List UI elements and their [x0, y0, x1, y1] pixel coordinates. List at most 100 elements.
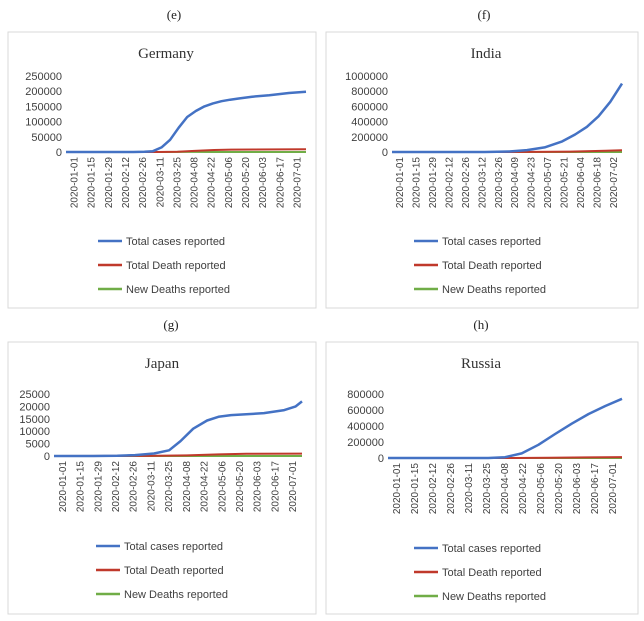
y-tick-label: 10000: [19, 426, 50, 438]
x-tick-label: 2020-05-07: [543, 157, 554, 209]
legend-label: Total cases reported: [124, 541, 223, 553]
x-tick-label: 2020-04-22: [207, 157, 218, 209]
x-tick-label: 2020-06-03: [253, 461, 264, 513]
y-tick-label: 1000000: [345, 71, 388, 83]
x-tick-label: 2020-01-29: [93, 461, 104, 513]
x-tick-label: 2020-06-17: [590, 463, 601, 515]
legend: Total cases reported Total Death reported…: [414, 543, 546, 603]
x-tick-label: 2020-02-26: [129, 461, 140, 513]
x-tick-label: 2020-01-01: [70, 157, 81, 209]
x-tick-label: 2020-02-26: [461, 157, 472, 209]
x-tick-label: 2020-01-29: [104, 157, 115, 209]
y-tick-label: 150000: [25, 101, 62, 113]
y-tick-label: 0: [382, 147, 388, 159]
x-tick-label: 2020-03-11: [146, 461, 157, 512]
chart-panel-germany: (e) Germany 0 50000 100000 150000 200000 250000…: [7, 7, 317, 309]
x-tick-label: 2020-01-15: [410, 463, 421, 515]
x-tick-label: 2020-01-15: [412, 157, 423, 209]
panel-label: (g): [163, 317, 178, 332]
x-tick-label: 2020-03-25: [172, 157, 183, 209]
x-tick-label: 2020-02-26: [446, 463, 457, 515]
y-tick-label: 400000: [347, 421, 384, 433]
x-tick-label: 2020-03-26: [494, 157, 505, 209]
x-tick-label: 2020-02-12: [111, 461, 122, 513]
x-tick-label: 2020-05-20: [241, 157, 252, 209]
legend-label: Total cases reported: [442, 543, 541, 555]
y-tick-label: 200000: [25, 86, 62, 98]
x-tick-label: 2020-07-01: [292, 157, 303, 209]
chart-title: Russia: [461, 356, 501, 372]
x-tick-label: 2020-06-17: [270, 461, 281, 513]
y-tick-label: 200000: [347, 437, 384, 449]
x-tick-label: 2020-06-04: [576, 157, 587, 209]
series-line-total-cases: [54, 400, 303, 458]
x-tick-label: 2020-07-01: [288, 461, 299, 513]
x-tick-label: 2020-04-23: [527, 157, 538, 209]
y-tick-label: 400000: [351, 117, 388, 129]
chart-title: Germany: [138, 46, 194, 62]
panel-frame: [325, 341, 639, 615]
legend-label: New Deaths reported: [442, 284, 546, 296]
x-tick-label: 2020-02-26: [138, 157, 149, 209]
y-tick-label: 5000: [26, 439, 50, 451]
legend: Total cases reported Total Death reported…: [414, 236, 546, 296]
legend-label: Total Death reported: [126, 260, 226, 272]
x-tick-label: 2020-06-18: [592, 157, 603, 209]
legend: Total cases reported Total Death reported…: [98, 236, 230, 296]
chart-title: Japan: [145, 356, 180, 372]
y-tick-label: 100000: [25, 117, 62, 129]
legend: Total cases reported Total Death reported…: [96, 541, 228, 601]
x-tick-label: 2020-02-12: [445, 157, 456, 209]
x-tick-label: 2020-05-06: [536, 463, 547, 515]
x-tick-label: 2020-07-01: [608, 463, 619, 515]
y-tick-label: 0: [56, 147, 62, 159]
panel-label: (f): [478, 7, 491, 22]
x-tick-label: 2020-04-08: [182, 461, 193, 513]
chart-panel-russia: (h) Russia 0 200000 400000 600000 800000 2020-0…: [325, 317, 639, 615]
x-tick-label: 2020-03-12: [477, 157, 488, 209]
x-tick-label: 2020-03-25: [164, 461, 175, 513]
x-tick-label: 2020-06-03: [258, 157, 269, 209]
x-tick-label: 2020-07-02: [609, 157, 620, 209]
y-tick-label: 20000: [19, 401, 50, 413]
x-tick-label: 2020-01-01: [392, 463, 403, 515]
y-tick-label: 600000: [351, 101, 388, 113]
x-tick-label: 2020-03-25: [482, 463, 493, 515]
panel-frame: [325, 31, 639, 309]
y-tick-label: 200000: [351, 132, 388, 144]
y-tick-label: 800000: [347, 389, 384, 401]
panel-frame: [7, 341, 317, 615]
legend-label: Total Death reported: [124, 565, 224, 577]
series-line-total-cases: [388, 397, 623, 460]
panel-frame: [7, 31, 317, 309]
legend-label: New Deaths reported: [124, 589, 228, 601]
y-tick-label: 0: [44, 451, 50, 463]
y-tick-label: 50000: [31, 132, 62, 144]
x-tick-label: 2020-05-20: [235, 461, 246, 513]
x-tick-label: 2020-01-29: [428, 157, 439, 209]
x-tick-label: 2020-05-06: [217, 461, 228, 513]
y-tick-label: 800000: [351, 86, 388, 98]
x-tick-label: 2020-01-01: [58, 461, 69, 513]
x-tick-label: 2020-02-12: [121, 157, 132, 209]
legend-label: Total Death reported: [442, 567, 542, 579]
legend-label: New Deaths reported: [126, 284, 230, 296]
x-tick-label: 2020-03-11: [155, 157, 166, 208]
series-line-total-cases: [66, 90, 307, 154]
y-tick-label: 600000: [347, 405, 384, 417]
x-tick-label: 2020-01-15: [76, 461, 87, 513]
legend-label: Total cases reported: [126, 236, 225, 248]
y-tick-label: 0: [378, 453, 384, 465]
y-tick-label: 250000: [25, 71, 62, 83]
chart-panel-india: (f) India 0 200000 400000 600000 800000 1000000…: [325, 7, 639, 309]
series-line-total-deaths: [66, 148, 307, 153]
y-tick-label: 25000: [19, 389, 50, 401]
x-tick-label: 2020-06-17: [275, 157, 286, 209]
legend-label: New Deaths reported: [442, 591, 546, 603]
legend-label: Total Death reported: [442, 260, 542, 272]
x-tick-label: 2020-04-08: [190, 157, 201, 209]
legend-label: Total cases reported: [442, 236, 541, 248]
x-tick-label: 2020-03-11: [464, 463, 475, 514]
